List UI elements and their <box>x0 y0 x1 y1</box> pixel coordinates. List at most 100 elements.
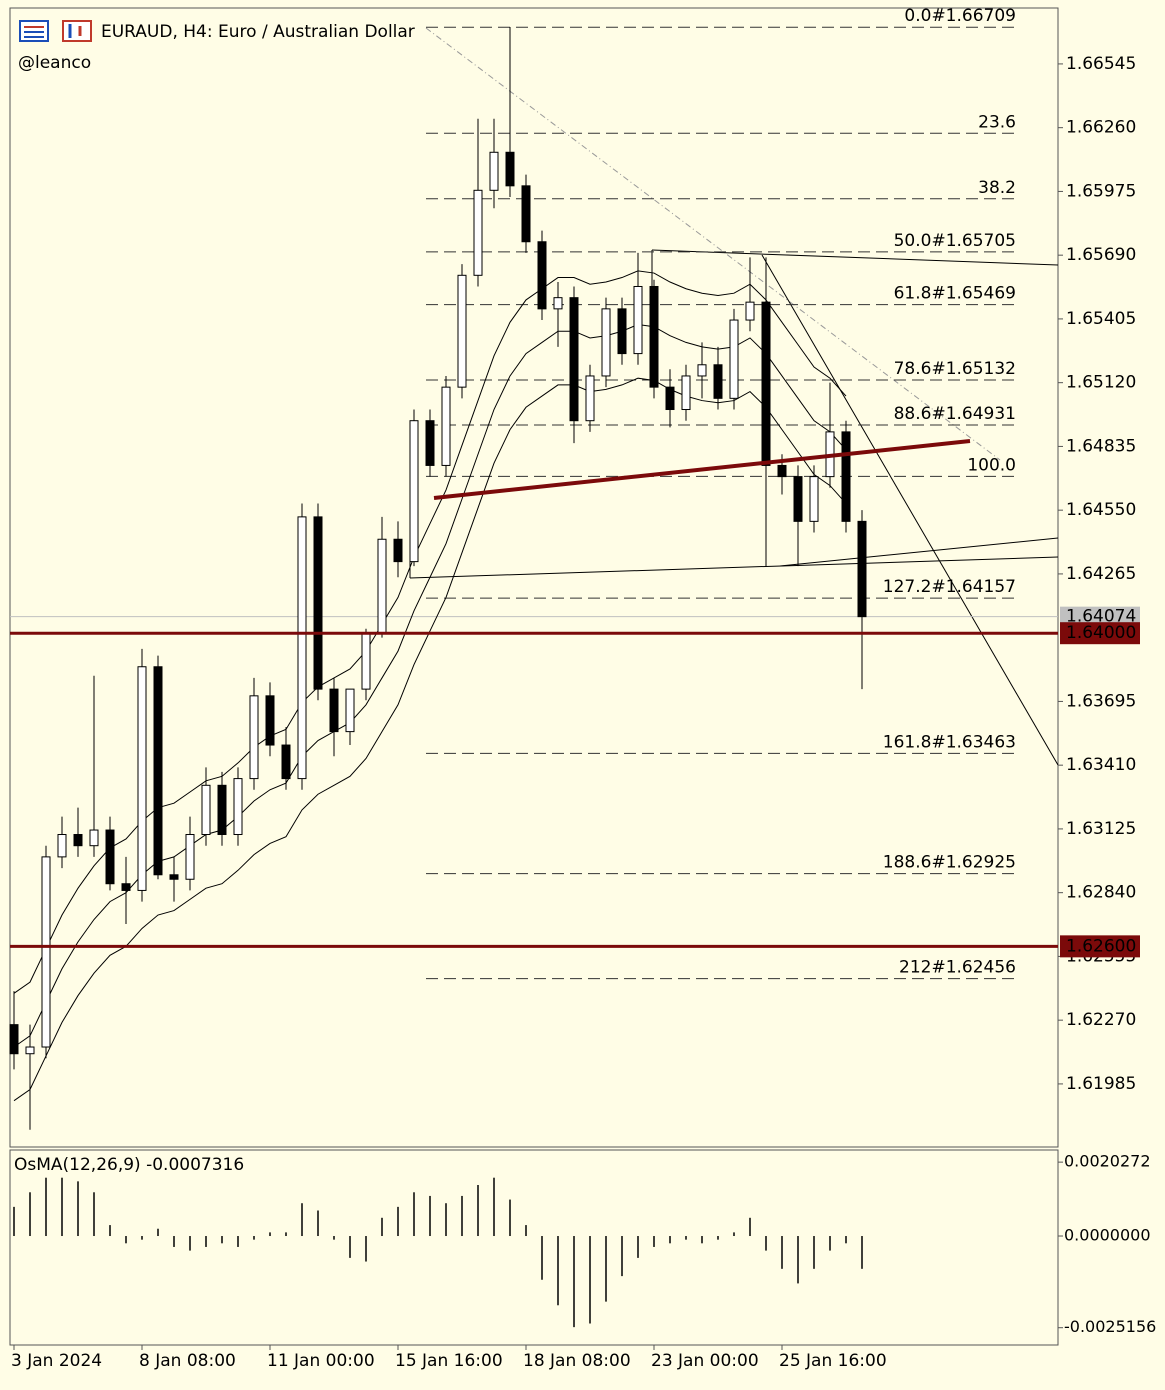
candle-body <box>137 666 147 891</box>
candle-body <box>569 297 579 422</box>
trend-line <box>761 254 1059 766</box>
candle-body <box>521 185 531 243</box>
chart-subtitle: @leanco <box>18 53 91 73</box>
icons <box>19 20 92 42</box>
candle-body <box>201 784 211 836</box>
y-tick-label: 1.63695 <box>1066 691 1136 711</box>
candle-body <box>713 364 723 399</box>
candle-body <box>585 375 595 422</box>
current-price-tag <box>1060 606 1140 627</box>
candle-body <box>89 829 99 847</box>
candle-body <box>729 319 739 399</box>
candle-body <box>409 420 419 563</box>
candle-body <box>281 744 291 780</box>
price-level-label: 1.62600 <box>1066 936 1136 956</box>
candle-body <box>489 151 499 191</box>
candle-body <box>777 464 787 478</box>
x-tick-label: 23 Jan 00:00 <box>651 1351 759 1371</box>
candle-body <box>441 386 451 466</box>
trend-line <box>425 27 1001 461</box>
fib-label: 0.0#1.66709 <box>904 6 1016 26</box>
candle-body <box>73 834 83 847</box>
y-tick-label: 1.66545 <box>1066 54 1136 74</box>
fib-label: 61.8#1.65469 <box>894 284 1016 304</box>
fib-label: 188.6#1.62925 <box>883 853 1016 873</box>
candle-body <box>25 1046 35 1055</box>
candle-body <box>841 431 851 522</box>
candle-body <box>425 420 435 466</box>
trend-line <box>409 556 1059 579</box>
price-level-tag <box>1060 622 1140 645</box>
x-tick-label: 8 Jan 08:00 <box>139 1351 236 1371</box>
candle-body <box>761 301 771 466</box>
y-tick-label: 1.64550 <box>1066 500 1136 520</box>
candle-body <box>633 285 643 355</box>
osma-title: OsMA(12,26,9) -0.0007316 <box>14 1155 244 1175</box>
fib-label: 127.2#1.64157 <box>883 577 1016 597</box>
candle-body <box>473 189 483 276</box>
candle-body <box>265 695 275 746</box>
candle-body <box>393 538 403 563</box>
y-tick-label: 1.62270 <box>1066 1010 1136 1030</box>
candle-body <box>649 285 659 388</box>
candle-body <box>121 883 131 891</box>
y-tick-label: 1.65405 <box>1066 309 1136 329</box>
candle-body <box>553 297 563 310</box>
trend-line <box>779 537 1059 567</box>
osma-plot-frame <box>9 1149 1059 1346</box>
candle-body <box>537 241 547 310</box>
icon-chart <box>62 20 92 42</box>
candle-body <box>41 856 51 1048</box>
x-tick-label: 15 Jan 16:00 <box>395 1351 503 1371</box>
candle-body <box>345 688 355 733</box>
main-plot-frame <box>9 7 1059 1148</box>
candle-body <box>57 834 67 858</box>
candle-body <box>809 476 819 522</box>
y-tick-label: 1.64265 <box>1066 564 1136 584</box>
indicator-line <box>13 377 847 1102</box>
y-tick-label: 1.64835 <box>1066 436 1136 456</box>
y-tick-label: 1.65690 <box>1066 245 1136 265</box>
candle-body <box>617 308 627 355</box>
trend-line <box>651 249 1059 266</box>
candle-body <box>697 364 707 377</box>
candle-body <box>233 778 243 836</box>
chart-title: EURAUD, H4: Euro / Australian Dollar <box>101 22 415 42</box>
fib-label: 38.2 <box>978 178 1016 198</box>
candle-body <box>297 516 307 780</box>
fib-label: 78.6#1.65132 <box>894 359 1016 379</box>
fib-label: 23.6 <box>978 112 1016 132</box>
price-level-label: 1.64000 <box>1066 623 1136 643</box>
current-price-label: 1.64074 <box>1066 607 1136 627</box>
candle-body <box>361 632 371 690</box>
candle-body <box>681 375 691 411</box>
candle-body <box>9 1024 19 1055</box>
candle-body <box>745 301 755 321</box>
y-tick-label: 1.65120 <box>1066 373 1136 393</box>
candle-body <box>185 834 195 880</box>
candle-body <box>457 274 467 388</box>
fib-label: 161.8#1.63463 <box>883 732 1016 752</box>
candle-body <box>601 308 611 377</box>
trend-line-bold <box>433 439 971 500</box>
fib-label: 88.6#1.64931 <box>894 404 1016 424</box>
osma-y-tick-label: 0.0020272 <box>1064 1152 1151 1171</box>
candle-body <box>505 151 515 187</box>
fib-label: 100.0 <box>967 455 1016 475</box>
x-tick-label: 11 Jan 00:00 <box>267 1351 375 1371</box>
candle-body <box>217 784 227 836</box>
fib-label: 212#1.62456 <box>899 958 1016 978</box>
osma-y-tick-label: -0.0025156 <box>1064 1317 1156 1336</box>
y-tick-label: 1.62840 <box>1066 883 1136 903</box>
y-tick-label: 1.63410 <box>1066 755 1136 775</box>
fib-label: 50.0#1.65705 <box>894 231 1016 251</box>
candle-body <box>377 538 387 634</box>
candle-body <box>329 688 339 733</box>
indicator-line <box>13 270 847 994</box>
y-tick-label: 1.66260 <box>1066 118 1136 138</box>
candle-body <box>665 386 675 411</box>
indicator-line <box>13 323 847 1048</box>
price-level-tag <box>1060 935 1140 958</box>
